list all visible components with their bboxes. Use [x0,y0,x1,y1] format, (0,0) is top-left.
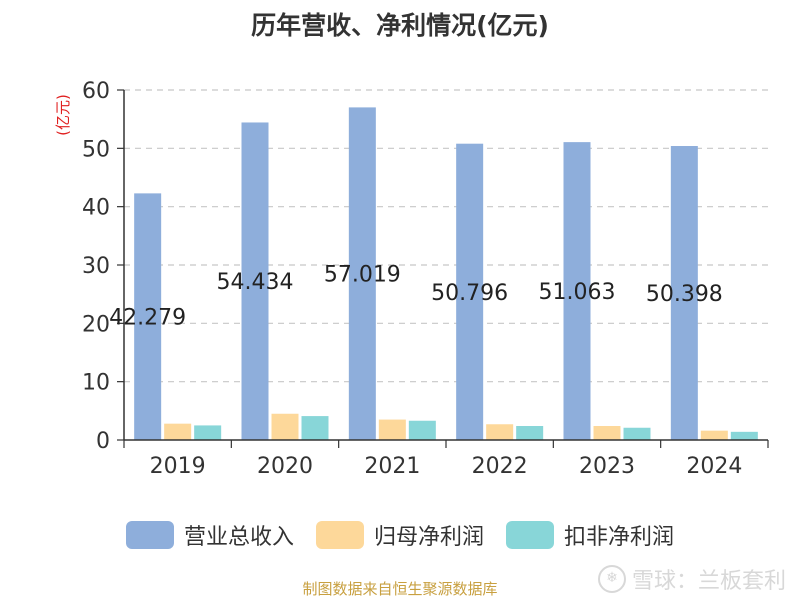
bar-revenue[interactable] [670,146,698,441]
data-label: 50.796 [431,281,508,306]
legend: 营业总收入 归母净利润 扣非净利润 [0,519,800,551]
data-labels: 42.279 54.434 57.019 50.796 51.063 50.398 [109,263,723,331]
legend-label-revenue: 营业总收入 [183,525,294,550]
bar-net-profit[interactable] [593,426,621,440]
bar-net-profit[interactable] [700,430,728,440]
bar-net-profit[interactable] [271,413,299,440]
legend-label-deducted-profit: 扣非净利润 [564,525,675,550]
data-label: 50.398 [646,282,723,307]
bar-deducted-profit[interactable] [516,426,544,440]
y-axis-label: (亿元) [54,94,72,136]
y-tick-label: 20 [82,312,110,337]
bar-revenue[interactable] [241,122,269,441]
data-source-note: 制图数据来自恒生聚源数据库 [302,580,498,598]
legend-swatch-net-profit [315,521,364,549]
data-label: 54.434 [217,270,294,295]
bar-revenue[interactable] [563,142,591,440]
watermark: ❄ 雪球：兰板套利 [597,563,786,595]
y-tick-label: 0 [96,429,110,454]
y-tick-label: 60 [82,79,110,104]
chart-title: 历年营收、净利情况(亿元) [251,11,549,40]
bar-deducted-profit[interactable] [301,416,329,440]
bar-net-profit[interactable] [378,419,406,440]
y-tick-label: 30 [82,254,110,279]
data-label: 42.279 [109,306,186,331]
data-label: 57.019 [324,263,401,288]
y-tick-label: 50 [82,137,110,162]
watermark-text: 雪球：兰板套利 [631,569,786,594]
bars [134,107,758,441]
x-tick-label: 2019 [150,454,206,479]
bar-deducted-profit[interactable] [730,431,758,440]
x-tick-label: 2022 [472,454,528,479]
legend-item-net-profit[interactable]: 归母净利润 [315,519,484,551]
bar-revenue[interactable] [456,143,484,440]
bar-deducted-profit[interactable] [623,427,651,440]
bar-net-profit[interactable] [486,424,514,440]
legend-item-deducted-profit[interactable]: 扣非净利润 [506,519,674,551]
y-tick-label: 10 [82,371,110,396]
y-tick-label: 40 [82,196,110,221]
bar-revenue[interactable] [134,193,162,440]
bar-revenue[interactable] [348,107,376,441]
legend-label-net-profit: 归母净利润 [373,525,484,550]
data-label: 51.063 [539,280,616,305]
x-tick-label: 2024 [686,454,742,479]
bar-deducted-profit[interactable] [408,420,436,440]
legend-item-revenue[interactable]: 营业总收入 [125,519,294,551]
bar-net-profit[interactable] [164,423,192,440]
grid-lines [124,89,768,383]
axes: 0 10 20 30 40 50 60 (亿元) 2019 2020 2021 2022 2023 202… [54,79,769,479]
legend-swatch-deducted-profit [506,521,554,549]
legend-swatch-revenue [125,521,174,549]
x-tick-label: 2023 [579,454,635,479]
x-tick-label: 2021 [364,454,420,479]
snowball-logo-icon: ❄ [597,565,626,593]
x-tick-label: 2020 [257,454,313,479]
bar-deducted-profit[interactable] [194,425,222,440]
